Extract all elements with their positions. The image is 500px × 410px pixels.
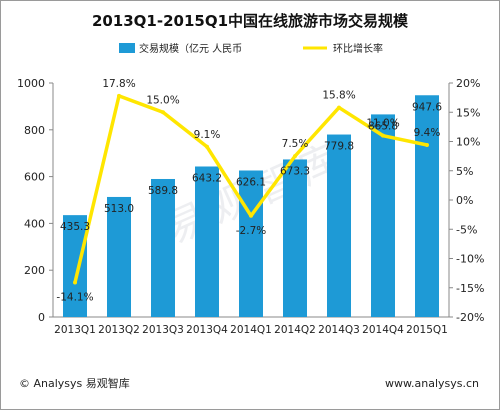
footer: © Analysys 易观智库 www.analysys.cn	[19, 376, 479, 390]
axes: 0 200 400 600 800 1000 -20% -15% -10% -5% 0% 5% 10% 1…	[17, 77, 484, 336]
right-tick-label: -20%	[456, 311, 484, 324]
bar-value-label: 589.8	[148, 185, 178, 197]
growth-value-label: 17.8%	[102, 78, 135, 90]
legend-label-bars: 交易规模（亿元 人民币	[139, 42, 242, 55]
chart-title: 2013Q1-2015Q1中国在线旅游市场交易规模	[92, 12, 409, 30]
x-tick-label: 2014Q2	[274, 324, 316, 336]
x-tick-label: 2013Q1	[54, 324, 96, 336]
growth-value-label: -2.7%	[236, 225, 266, 237]
x-tick-label: 2014Q4	[362, 324, 404, 336]
bar-value-label: 947.6	[412, 101, 442, 113]
bar-value-label: 865.8	[368, 120, 398, 132]
bar-series	[63, 95, 439, 317]
bar	[283, 159, 307, 317]
right-tick-label: 5%	[456, 165, 473, 178]
bar	[327, 134, 351, 317]
bar-value-label: 673.3	[280, 165, 310, 177]
bar	[371, 114, 395, 317]
legend-swatch-bars	[119, 43, 135, 53]
x-tick-label: 2013Q2	[98, 324, 140, 336]
bar-value-label: 643.2	[192, 172, 222, 184]
line-point	[73, 280, 77, 285]
left-tick-label: 1000	[17, 77, 45, 90]
bar-value-label: 435.3	[60, 221, 90, 233]
x-tick-label: 2013Q3	[142, 324, 184, 336]
right-tick-label: 20%	[456, 77, 480, 90]
x-tick-label: 2013Q4	[186, 324, 228, 336]
growth-line-series	[73, 93, 429, 285]
growth-value-label: 11.0%	[366, 118, 399, 130]
right-tick-label: 0%	[456, 194, 473, 207]
line-point	[425, 143, 429, 148]
footer-copyright: © Analysys 易观智库	[19, 376, 130, 390]
data-labels: 435.3 513.0 589.8 643.2 626.1 673.3 779.8 865.8…	[56, 78, 442, 304]
line-point	[337, 105, 341, 110]
growth-value-label: 7.5%	[282, 138, 309, 150]
legend-label-line: 环比增长率	[333, 42, 383, 55]
left-tick-label: 600	[24, 171, 45, 184]
growth-value-label: -14.1%	[56, 291, 93, 303]
x-tick-label: 2014Q3	[318, 324, 360, 336]
line-point	[117, 93, 121, 98]
bar	[415, 95, 439, 317]
bar-value-label: 513.0	[104, 203, 134, 215]
right-tick-label: -10%	[456, 253, 484, 266]
line-point	[205, 144, 209, 149]
left-tick-label: 800	[24, 124, 45, 137]
bar	[107, 196, 131, 317]
x-tick-label: 2015Q1	[406, 324, 448, 336]
growth-value-label: 15.0%	[146, 94, 179, 106]
right-tick-label: 10%	[456, 136, 480, 149]
growth-value-label: 9.4%	[414, 127, 441, 139]
line-point	[249, 213, 253, 218]
growth-value-label: 9.1%	[194, 129, 221, 141]
line-point	[293, 154, 297, 159]
right-tick-label: 15%	[456, 106, 480, 119]
x-tick-label: 2014Q1	[230, 324, 272, 336]
right-tick-label: -5%	[456, 223, 477, 236]
bar	[151, 178, 175, 317]
bar	[63, 215, 87, 317]
line-point	[381, 133, 385, 138]
legend: 交易规模（亿元 人民币 环比增长率	[119, 42, 383, 55]
left-tick-label: 0	[38, 311, 45, 324]
footer-url: www.analysys.cn	[385, 377, 479, 390]
left-tick-label: 400	[24, 217, 45, 230]
bar-value-label: 626.1	[236, 176, 266, 188]
left-tick-label: 200	[24, 264, 45, 277]
bar	[195, 166, 219, 317]
growth-value-label: 15.8%	[322, 90, 355, 102]
right-tick-label: -15%	[456, 282, 484, 295]
line-point	[161, 110, 165, 115]
bar-value-label: 779.8	[324, 141, 354, 153]
bar	[239, 170, 263, 317]
